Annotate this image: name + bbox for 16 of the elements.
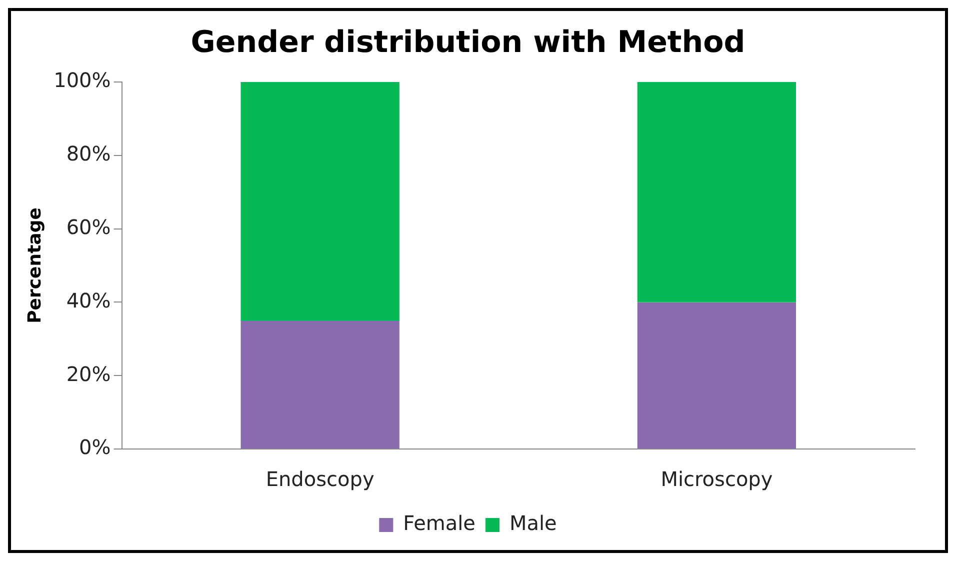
bar (240, 320, 400, 448)
bar (240, 82, 400, 321)
legend-label: Female (403, 511, 476, 536)
y-tick-label: 0% (79, 435, 111, 460)
y-axis-title: Percentage (24, 208, 46, 324)
bar (637, 302, 796, 448)
bar (637, 82, 796, 302)
y-tick-label: 100% (54, 68, 111, 92)
y-tick-label: 60% (66, 215, 111, 240)
x-tick-label: Microscopy (660, 467, 773, 492)
y-tick-label: 80% (66, 142, 111, 166)
chart-title: Gender distribution with Method (190, 24, 746, 60)
y-tick-label: 20% (66, 362, 111, 386)
x-tick-label: Endoscopy (266, 467, 374, 492)
legend-label: Male (509, 511, 557, 536)
y-tick-label: 40% (66, 288, 111, 312)
